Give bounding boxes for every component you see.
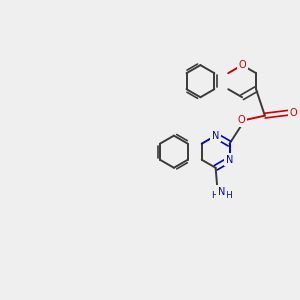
Text: N: N <box>218 187 225 197</box>
Text: N: N <box>226 155 233 165</box>
Text: O: O <box>290 108 298 118</box>
Text: H: H <box>225 191 232 200</box>
Text: O: O <box>238 115 245 125</box>
Text: H: H <box>212 191 218 200</box>
Text: O: O <box>238 60 246 70</box>
Text: N: N <box>212 131 219 141</box>
